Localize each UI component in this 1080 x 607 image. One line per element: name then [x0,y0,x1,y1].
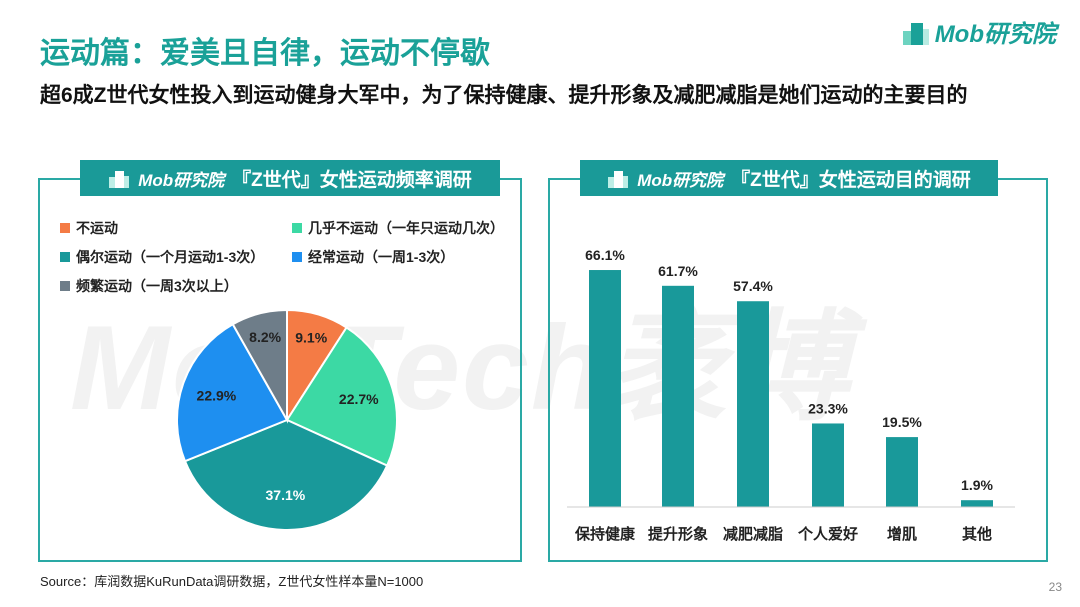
building-logo-icon [902,22,929,45]
pie-slice [231,308,288,424]
legend-label: 经常运动（一周1-3次） [308,249,455,265]
building-logo-icon [109,171,130,188]
pie-data-label: 22.7% [339,391,379,407]
bar [662,285,694,507]
bar [812,423,844,507]
bar-data-label: 1.9% [961,477,993,493]
bar-data-label: 23.3% [808,400,848,416]
page-number: 23 [1048,580,1062,594]
legend-swatch [292,223,302,233]
logo-text: Mob研究院 [934,21,1056,48]
page-title: 运动篇：爱美且自律，运动不停歇 [40,37,490,70]
x-tick-label: 保持健康 [574,525,636,543]
bar-data-label: 57.4% [733,278,773,294]
legend-item: 频繁运动（一周3次以上） [60,276,238,296]
legend-swatch [60,281,70,291]
x-tick-label: 个人爱好 [797,525,858,543]
building-logo-icon [608,171,629,188]
logo: Mob研究院 [901,14,1056,49]
legend-label: 几乎不运动（一年只运动几次） [308,220,504,236]
bar [886,437,918,507]
pie-data-label: 37.1% [266,487,306,503]
bar [961,500,993,507]
bar-data-label: 66.1% [585,247,625,263]
pie-slice [183,418,389,531]
legend-item: 经常运动（一周1-3次） [292,247,454,267]
panel-title: 『Z世代』女性运动频率调研 [232,169,472,191]
bar-data-label: 61.7% [658,263,698,279]
legend-item: 偶尔运动（一个月运动1-3次） [60,247,264,267]
pie-slice [285,326,398,467]
subtitle: 超6成Z世代女性投入到运动健身大军中，为了保持健康、提升形象及减肥减脂是她们运动… [40,84,968,107]
x-tick-label: 增肌 [887,525,917,543]
panel-title: 『Z世代』女性运动目的调研 [731,169,971,191]
legend-item: 几乎不运动（一年只运动几次） [292,218,504,238]
panel-brand: Mob研究院 [637,170,724,190]
pie-data-label: 8.2% [249,329,281,345]
pie-slice [176,322,289,463]
legend-swatch [292,252,302,262]
x-tick-label: 提升形象 [648,525,708,543]
legend-item: 不运动 [60,218,118,238]
purpose-panel-header: Mob研究院 『Z世代』女性运动目的调研 [580,160,998,196]
frequency-panel-header: Mob研究院 『Z世代』女性运动频率调研 [80,160,500,196]
bar [589,270,621,507]
x-tick-label: 减肥减脂 [723,525,783,543]
legend-label: 频繁运动（一周3次以上） [76,278,238,294]
panel-brand: Mob研究院 [138,170,225,190]
legend-swatch [60,223,70,233]
legend-label: 不运动 [76,220,118,236]
pie-data-label: 22.9% [197,387,237,403]
pie-data-label: 9.1% [295,330,327,346]
x-tick-label: 其他 [962,525,992,543]
legend-swatch [60,252,70,262]
source-note: Source：库润数据KuRunData调研数据，Z世代女性样本量N=1000 [40,574,424,589]
bar [737,301,769,507]
legend-label: 偶尔运动（一个月运动1-3次） [76,249,265,265]
bar-data-label: 19.5% [882,414,922,430]
